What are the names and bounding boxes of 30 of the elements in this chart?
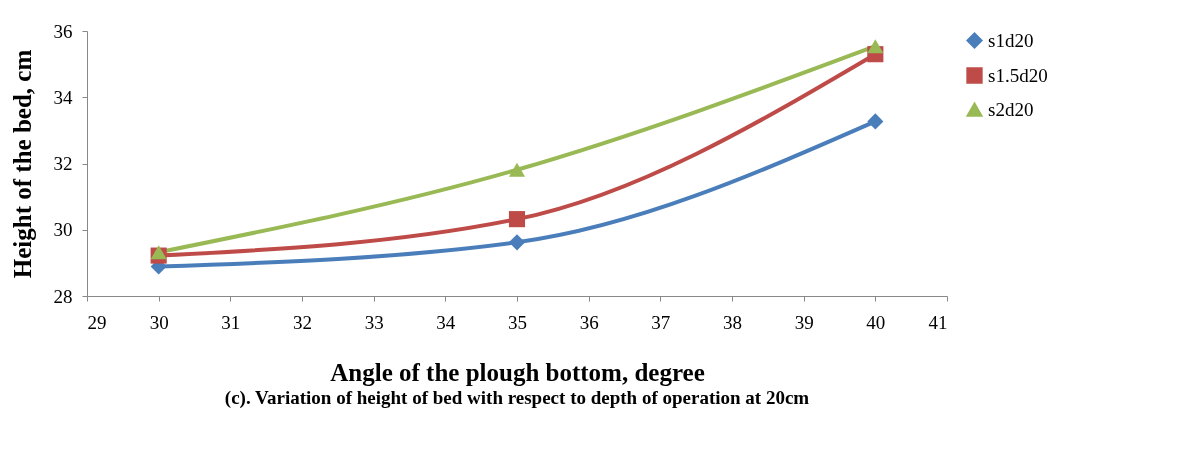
x-tick-label: 35 bbox=[508, 311, 527, 333]
x-tick-label: 38 bbox=[723, 311, 742, 333]
point bbox=[867, 113, 884, 130]
x-tick-label: 36 bbox=[579, 311, 599, 333]
point bbox=[150, 245, 167, 260]
x-axis-title: Angle of the plough bottom, degree bbox=[330, 358, 705, 386]
y-axis-title: Height of the bed, cm bbox=[8, 49, 36, 279]
y-tick-label: 32 bbox=[53, 153, 73, 174]
x-tick-label: 32 bbox=[293, 311, 312, 333]
x-tick-label: 41 bbox=[928, 311, 948, 333]
legend-label: s1d20 bbox=[988, 29, 1034, 51]
y-tick-label: 34 bbox=[53, 86, 73, 108]
y-tick-label: 36 bbox=[53, 20, 73, 42]
point bbox=[508, 211, 526, 228]
x-tick-label: 34 bbox=[436, 311, 456, 333]
x-tick-label: 39 bbox=[794, 311, 814, 333]
x-tick-label: 31 bbox=[221, 311, 241, 333]
point bbox=[508, 234, 526, 251]
x-tick-label: 40 bbox=[866, 311, 886, 333]
legend-label: s2d20 bbox=[988, 98, 1034, 120]
legend-label: s1.5d20 bbox=[988, 64, 1048, 86]
y-tick-label: 28 bbox=[53, 285, 73, 307]
text: (c). Variation of height of bed with respect to depth of operation at 20cm bbox=[224, 387, 810, 409]
point bbox=[508, 162, 526, 177]
x-tick-label: 37 bbox=[651, 311, 671, 333]
x-tick-label: 29 bbox=[87, 311, 107, 333]
x-tick-label: 33 bbox=[364, 311, 384, 333]
point bbox=[867, 39, 884, 54]
y-tick-label: 30 bbox=[53, 219, 73, 241]
x-tick-label: 30 bbox=[149, 311, 169, 333]
